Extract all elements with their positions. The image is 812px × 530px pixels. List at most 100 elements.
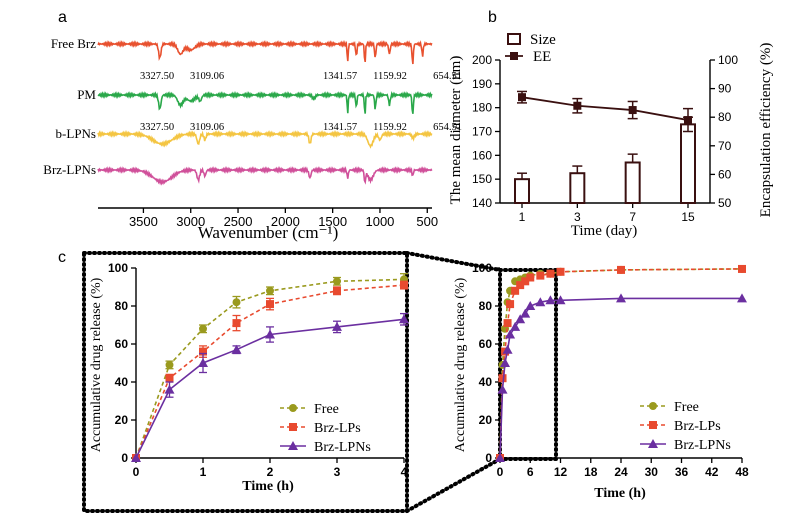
release-full-chart: 0 20 40 60 80 100 0 6 12 18 24 30 36 42 48 Free Brz-LPs B… xyxy=(472,261,749,479)
ftir-spectrum-line xyxy=(97,90,433,114)
size-bar xyxy=(569,172,586,204)
release-marker-square xyxy=(649,421,657,429)
inset-y-label: Accumulative drug release (%) xyxy=(89,277,104,452)
release-marker-triangle xyxy=(495,453,505,462)
ee-point xyxy=(573,101,582,110)
zoom-connector-top xyxy=(405,251,502,272)
release-y-tick-label: 100 xyxy=(472,261,492,275)
release-x-tick-label: 12 xyxy=(554,465,568,479)
release-marker-triangle xyxy=(332,321,342,331)
release-line xyxy=(135,284,405,459)
stability-y-tick-label: 170 xyxy=(472,125,492,139)
release-marker-square xyxy=(556,267,565,276)
release-legend-label: Brz-LPs xyxy=(674,419,721,434)
ee-point xyxy=(628,106,637,115)
release-marker-square xyxy=(165,374,174,383)
stability-chart: 140 150 160 170 180 190 200 50 60 70 80 90 100 1 3 7 15 xyxy=(472,53,738,224)
ftir-peak-label: 3327.50 xyxy=(140,71,174,82)
ftir-x-tick-label: 2500 xyxy=(224,214,253,229)
legend-size-label: Size xyxy=(530,32,556,48)
ftir-spectrum-line xyxy=(97,130,433,149)
release-legend-label: Brz-LPNs xyxy=(674,438,731,453)
release-y-tick-label: 20 xyxy=(479,413,493,427)
release-marker-circle xyxy=(165,360,174,369)
release-marker-triangle xyxy=(545,295,556,305)
release-legend-label: Brz-LPs xyxy=(314,421,361,436)
release-marker-triangle xyxy=(535,297,546,307)
stability-y-right-tick-label: 90 xyxy=(718,82,732,96)
stability-y-tick-label: 190 xyxy=(472,77,492,91)
release-marker-square xyxy=(289,423,297,431)
release-x-tick-label: 4 xyxy=(401,465,408,479)
stability-y-right-tick-label: 80 xyxy=(718,110,732,124)
ftir-x-tick-label: 500 xyxy=(416,214,438,229)
stability-y-right-tick-label: 70 xyxy=(718,139,732,153)
release-marker-square xyxy=(521,277,530,286)
release-y-tick-label: 80 xyxy=(115,299,129,313)
ftir-peak-label: 3327.50 xyxy=(140,122,174,133)
ftir-spectrum-line xyxy=(97,40,433,65)
full-x-label: Time (h) xyxy=(594,486,646,501)
release-marker-circle xyxy=(333,277,341,286)
ftir-peak-label: 3109.06 xyxy=(190,71,224,82)
release-marker-square xyxy=(738,264,746,273)
release-marker-square xyxy=(333,286,341,295)
release-marker-triangle xyxy=(525,301,536,310)
release-marker-triangle xyxy=(399,314,409,324)
release-legend-label: Brz-LPNs xyxy=(314,440,371,455)
ftir-series-label: PM xyxy=(77,87,96,102)
legend-ee-label: EE xyxy=(533,49,551,65)
stability-y-tick-label: 150 xyxy=(472,172,492,186)
release-marker-circle xyxy=(232,298,241,307)
stability-y-label: The mean diameter (nm) xyxy=(448,56,464,205)
stability-x-tick-label: 7 xyxy=(629,210,636,224)
release-x-tick-label: 36 xyxy=(675,465,689,479)
stability-x-label: Time (day) xyxy=(571,223,638,239)
release-y-tick-label: 0 xyxy=(485,451,492,465)
size-bar xyxy=(624,161,641,205)
ftir-spectrum-line xyxy=(97,165,433,186)
stability-x-tick-label: 15 xyxy=(681,210,695,224)
release-inset-chart: 0 20 40 60 80 100 0 1 2 3 4 Free Brz-LPs Brz-LPNs xyxy=(108,261,409,479)
release-marker-triangle xyxy=(164,384,175,394)
release-y-tick-label: 80 xyxy=(479,299,493,313)
ftir-x-tick-label: 1000 xyxy=(365,214,394,229)
release-marker-triangle xyxy=(198,358,208,367)
release-marker-triangle xyxy=(555,295,566,305)
release-marker-triangle xyxy=(265,329,275,339)
ftir-peak-label: 1341.57 xyxy=(323,71,357,82)
release-marker-triangle xyxy=(502,344,513,354)
panel-label-a: a xyxy=(58,9,67,26)
release-marker-triangle xyxy=(500,358,511,367)
full-y-label: Accumulative drug release (%) xyxy=(453,277,468,452)
release-marker-square xyxy=(511,286,520,295)
release-marker-triangle xyxy=(131,453,141,462)
stability-x-tick-label: 1 xyxy=(519,210,526,224)
release-marker-circle xyxy=(199,324,207,333)
release-line xyxy=(499,297,742,459)
release-marker-circle xyxy=(289,404,297,412)
release-marker-square xyxy=(516,281,525,290)
inset-dotted-frame xyxy=(82,251,409,513)
release-y-tick-label: 100 xyxy=(108,261,128,275)
release-x-tick-label: 1 xyxy=(200,465,207,479)
release-x-tick-label: 2 xyxy=(267,465,274,479)
release-y-tick-label: 40 xyxy=(115,375,129,389)
ee-point xyxy=(684,116,692,125)
release-marker-triangle xyxy=(497,384,508,394)
release-y-tick-label: 20 xyxy=(115,413,129,427)
stability-y-tick-label: 200 xyxy=(472,53,492,67)
ftir-x-tick-label: 3500 xyxy=(129,214,158,229)
release-x-tick-label: 30 xyxy=(645,465,659,479)
release-legend-label: Free xyxy=(674,400,699,415)
stability-y-tick-label: 160 xyxy=(472,148,492,162)
release-marker-triangle xyxy=(231,344,242,354)
release-marker-square xyxy=(546,269,555,278)
stability-y-right-tick-label: 50 xyxy=(718,196,732,210)
release-legend-label: Free xyxy=(314,402,339,417)
release-marker-circle xyxy=(266,286,274,295)
